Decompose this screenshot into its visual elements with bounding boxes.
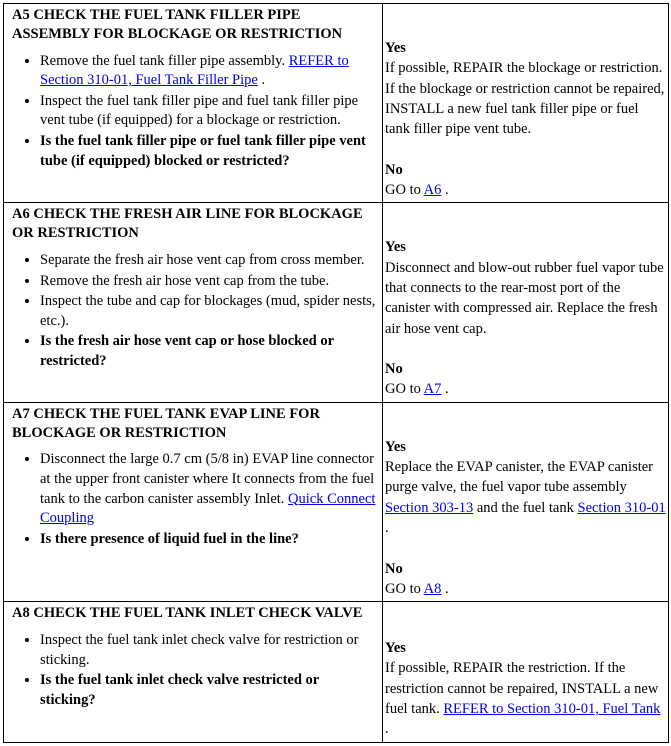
link-goto-a7[interactable]: A7 bbox=[424, 381, 442, 397]
step-a8-yes: Yes If possible, REPAIR the restriction.… bbox=[385, 638, 666, 739]
step-a7-b1: Disconnect the large 0.7 cm (5/8 in) EVA… bbox=[40, 450, 376, 528]
diagnostic-table: A5 CHECK THE FUEL TANK FILLER PIPE ASSEM… bbox=[3, 3, 669, 743]
step-a6-no-pre: GO to bbox=[385, 381, 424, 397]
step-a7-bullets: Disconnect the large 0.7 cm (5/8 in) EVA… bbox=[4, 450, 382, 549]
step-a7-no-post: . bbox=[441, 581, 448, 597]
step-a6-bullets: Separate the fresh air hose vent cap fro… bbox=[4, 251, 382, 371]
step-a6-question: Is the fresh air hose vent cap or hose b… bbox=[40, 332, 376, 371]
step-a5-yes-text: If possible, REPAIR the blockage or rest… bbox=[385, 60, 664, 137]
step-a6-right: Yes Disconnect and blow-out rubber fuel … bbox=[383, 203, 669, 402]
step-a6-left: A6 CHECK THE FRESH AIR LINE FOR BLOCKAGE… bbox=[4, 203, 383, 402]
step-a8-bullets: Inspect the fuel tank inlet check valve … bbox=[4, 631, 382, 710]
step-a5-right: Yes If possible, REPAIR the blockage or … bbox=[383, 4, 669, 203]
yes-label: Yes bbox=[385, 40, 406, 56]
step-a6-no: No GO to A7 . bbox=[385, 359, 666, 400]
yes-label: Yes bbox=[385, 640, 406, 656]
step-a8-left: A8 CHECK THE FUEL TANK INLET CHECK VALVE… bbox=[4, 602, 383, 742]
step-a8-question: Is the fuel tank inlet check valve restr… bbox=[40, 671, 376, 710]
step-a5-question: Is the fuel tank filler pipe or fuel tan… bbox=[40, 132, 376, 171]
no-label: No bbox=[385, 162, 403, 178]
step-a7-no-pre: GO to bbox=[385, 581, 424, 597]
step-a7-right: Yes Replace the EVAP canister, the EVAP … bbox=[383, 402, 669, 601]
step-a7-yes-post: . bbox=[385, 520, 389, 536]
step-a5-b1: Remove the fuel tank filler pipe assembl… bbox=[40, 52, 376, 91]
step-a6-b3: Inspect the tube and cap for blockages (… bbox=[40, 292, 376, 331]
link-goto-a6[interactable]: A6 bbox=[424, 182, 442, 198]
step-a8-right: Yes If possible, REPAIR the restriction.… bbox=[383, 602, 669, 742]
step-a5-row: A5 CHECK THE FUEL TANK FILLER PIPE ASSEM… bbox=[4, 4, 669, 203]
no-label: No bbox=[385, 561, 403, 577]
step-a7-title: A7 CHECK THE FUEL TANK EVAP LINE FOR BLO… bbox=[4, 403, 382, 445]
step-a5-yes: Yes If possible, REPAIR the blockage or … bbox=[385, 38, 666, 139]
step-a6-title: A6 CHECK THE FRESH AIR LINE FOR BLOCKAGE… bbox=[4, 203, 382, 245]
step-a8-yes-post: . bbox=[385, 721, 389, 737]
step-a7-question: Is there presence of liquid fuel in the … bbox=[40, 530, 376, 550]
step-a8-b1: Inspect the fuel tank inlet check valve … bbox=[40, 631, 376, 670]
step-a8-title: A8 CHECK THE FUEL TANK INLET CHECK VALVE bbox=[4, 602, 382, 625]
step-a5-bullets: Remove the fuel tank filler pipe assembl… bbox=[4, 52, 382, 171]
step-a7-no: No GO to A8 . bbox=[385, 559, 666, 600]
step-a5-no-pre: GO to bbox=[385, 182, 424, 198]
step-a5-no: No GO to A6 . bbox=[385, 160, 666, 201]
step-a7-yes-pre: Replace the EVAP canister, the EVAP cani… bbox=[385, 459, 653, 495]
link-goto-a8[interactable]: A8 bbox=[424, 581, 442, 597]
step-a5-b1-post: . bbox=[258, 72, 265, 88]
step-a6-row: A6 CHECK THE FRESH AIR LINE FOR BLOCKAGE… bbox=[4, 203, 669, 402]
step-a6-yes-text: Disconnect and blow-out rubber fuel vapo… bbox=[385, 260, 664, 337]
step-a6-b2: Remove the fresh air hose vent cap from … bbox=[40, 272, 376, 292]
step-a6-yes: Yes Disconnect and blow-out rubber fuel … bbox=[385, 237, 666, 338]
step-a5-b1-pre: Remove the fuel tank filler pipe assembl… bbox=[40, 53, 289, 69]
step-a8-row: A8 CHECK THE FUEL TANK INLET CHECK VALVE… bbox=[4, 602, 669, 742]
no-label: No bbox=[385, 361, 403, 377]
yes-label: Yes bbox=[385, 239, 406, 255]
step-a6-b1: Separate the fresh air hose vent cap fro… bbox=[40, 251, 376, 271]
step-a5-left: A5 CHECK THE FUEL TANK FILLER PIPE ASSEM… bbox=[4, 4, 383, 203]
step-a7-yes: Yes Replace the EVAP canister, the EVAP … bbox=[385, 437, 666, 538]
step-a5-title: A5 CHECK THE FUEL TANK FILLER PIPE ASSEM… bbox=[4, 4, 382, 46]
link-refer-310-01-tank[interactable]: REFER to Section 310-01, Fuel Tank bbox=[443, 701, 660, 717]
step-a5-no-post: . bbox=[441, 182, 448, 198]
link-section-310-01[interactable]: Section 310-01 bbox=[578, 500, 666, 516]
step-a7-left: A7 CHECK THE FUEL TANK EVAP LINE FOR BLO… bbox=[4, 402, 383, 601]
step-a7-row: A7 CHECK THE FUEL TANK EVAP LINE FOR BLO… bbox=[4, 402, 669, 601]
step-a7-yes-mid: and the fuel tank bbox=[473, 500, 577, 516]
link-section-303-13[interactable]: Section 303-13 bbox=[385, 500, 473, 516]
yes-label: Yes bbox=[385, 439, 406, 455]
step-a5-b2: Inspect the fuel tank filler pipe and fu… bbox=[40, 92, 376, 131]
step-a6-no-post: . bbox=[441, 381, 448, 397]
